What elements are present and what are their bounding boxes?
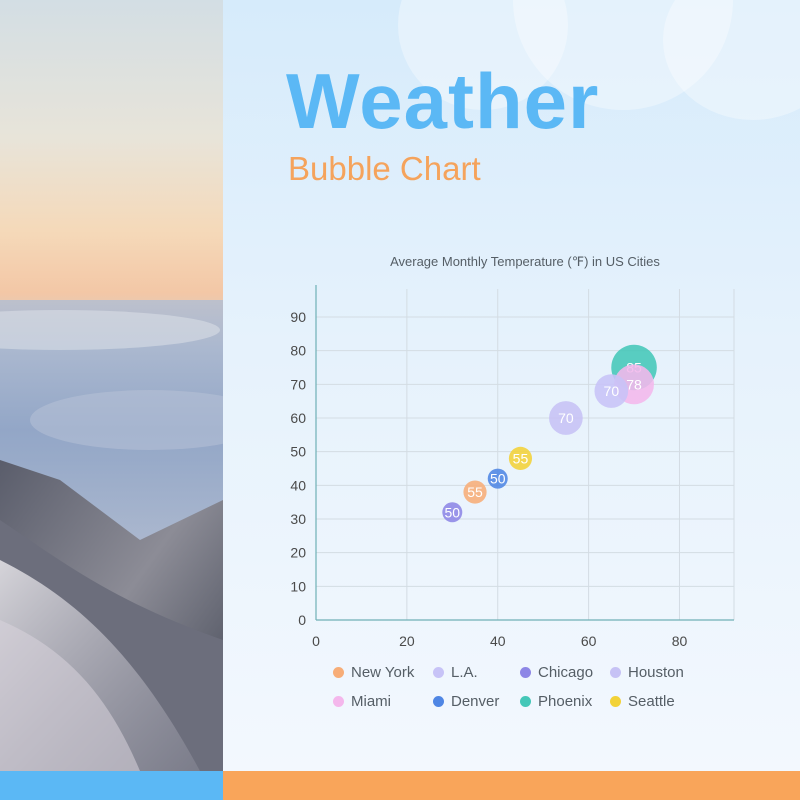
legend-item: Denver [433,693,499,710]
y-tick-label: 30 [290,511,306,527]
legend-swatch [520,667,531,678]
x-tick-label: 60 [581,633,597,649]
x-tick-label: 20 [399,633,415,649]
legend-item: Miami [333,693,391,710]
legend-label: Seattle [628,693,675,710]
legend-label: New York [351,664,415,681]
cloud-shape [663,0,800,120]
legend-swatch [610,696,621,707]
legend-item: New York [333,664,414,681]
bubble-new-york [463,480,487,504]
landscape-photo [0,0,223,771]
legend-label: Houston [628,664,684,681]
y-tick-label: 80 [290,343,306,359]
legend-label: Denver [451,693,500,710]
bubble-label-l-a: 70 [604,383,620,399]
chart-axes [315,285,734,621]
accent-bar-left [0,771,223,800]
chart-grid [316,289,735,620]
bubble-label-new-york: 55 [467,484,483,500]
legend-swatch [433,667,444,678]
y-tick-label: 0 [298,612,306,628]
legend-swatch [333,667,344,678]
x-tick-label: 40 [490,633,506,649]
y-tick-label: 60 [290,410,306,426]
y-tick-label: 40 [290,477,306,493]
legend-item: Phoenix [520,693,592,710]
legend-swatch [333,696,344,707]
bubble-label-chicago: 50 [445,504,461,520]
legend-label: L.A. [451,664,478,681]
chart-title: Average Monthly Temperature (℉) in US Ci… [390,254,660,269]
legend-swatch [520,696,531,707]
x-tick-label: 0 [312,633,320,649]
y-tick-label: 10 [290,578,306,594]
legend-item: Seattle [610,693,675,710]
bubble-houston [549,401,583,435]
legend-label: Chicago [538,664,594,681]
legend-swatch [610,667,621,678]
y-tick-label: 50 [290,444,306,460]
content-panel [223,0,800,771]
legend-swatch [433,696,444,707]
chart-tick-labels: 0 10 20 30 40 50 60 70 80 90 0 20 40 60 80 [290,309,687,649]
legend-label: Phoenix [538,693,593,710]
page-subtitle: Bubble Chart [288,150,481,187]
bubble-label-miami: 78 [626,376,642,392]
bubble-label-houston: 70 [558,410,574,426]
page-title: Weather [286,57,600,145]
bubble-denver [487,468,508,489]
x-tick-label: 80 [672,633,688,649]
legend-item: Chicago [520,664,593,681]
bubble-chicago [442,502,463,523]
bubble-label-seattle: 55 [513,450,529,466]
bubble-label-denver: 50 [490,471,506,487]
landscape-illustration [0,0,223,771]
y-tick-label: 90 [290,309,306,325]
legend-label: Miami [351,693,391,710]
accent-bar-right [223,771,800,800]
bubble-seattle [508,446,533,470]
legend-item: Houston [610,664,684,681]
bubble-l-a [594,374,629,408]
chart-bubbles: 8578707055555050 [442,344,657,523]
y-tick-label: 70 [290,376,306,392]
y-tick-label: 20 [290,545,306,561]
legend-item: L.A. [433,664,478,681]
